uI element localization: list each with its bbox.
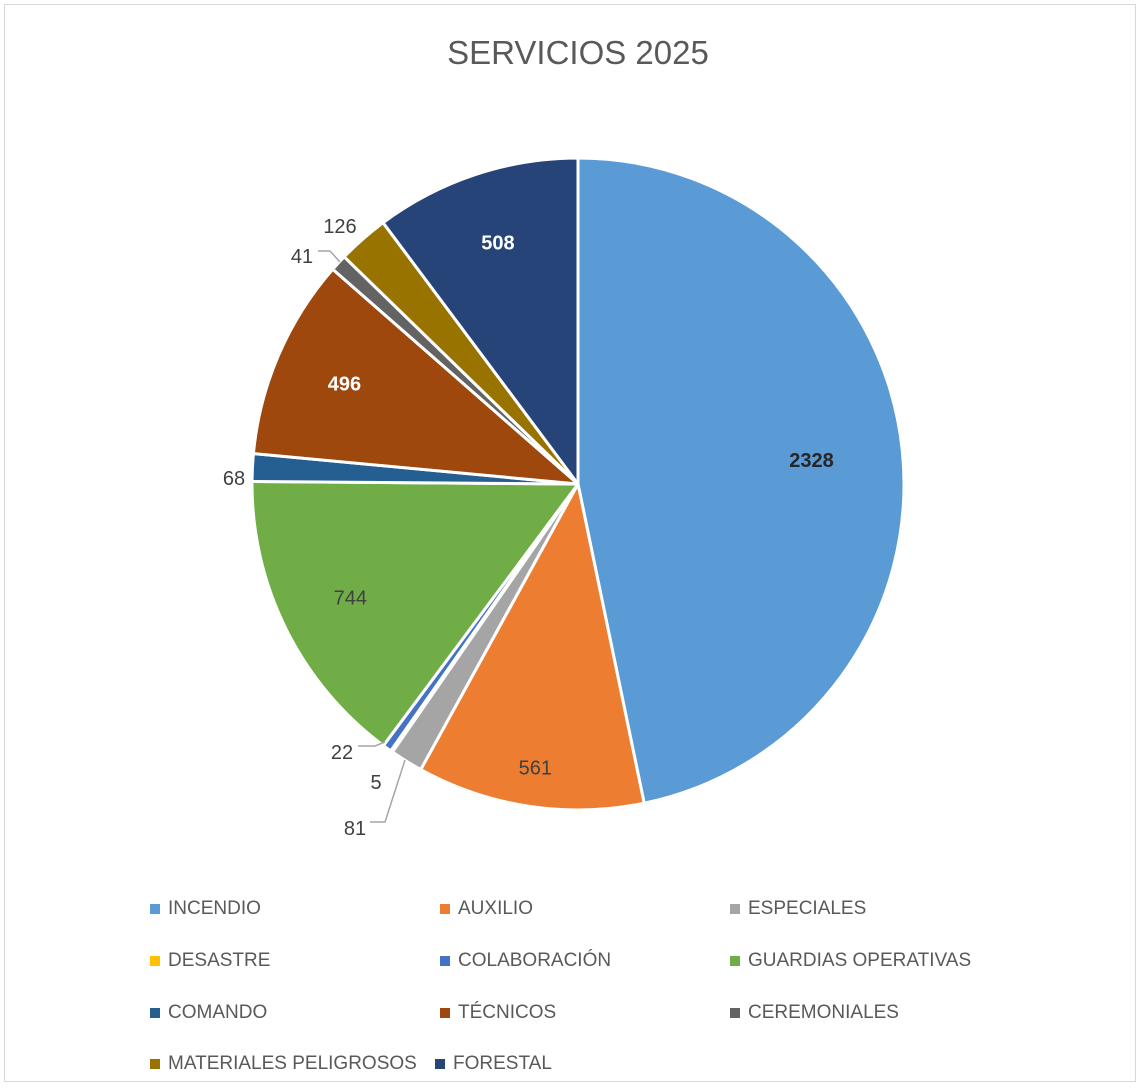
legend-item-auxilio: AUXILIO [440, 898, 533, 920]
legend-item-incendio: INCENDIO [150, 898, 261, 920]
legend-item-ceremoniales: CEREMONIALES [730, 1002, 899, 1024]
legend-item-guardias-operativas: GUARDIAS OPERATIVAS [730, 950, 971, 972]
legend-swatch [150, 904, 160, 914]
legend-item-forestal: FORESTAL [435, 1053, 552, 1075]
legend-item-t-cnicos: TÉCNICOS [440, 1002, 556, 1024]
chart-title: SERVICIOS 2025 [447, 34, 709, 71]
data-label-t-cnicos: 496 [328, 374, 361, 396]
legend-swatch [440, 904, 450, 914]
data-label-especiales: 81 [344, 818, 366, 840]
data-label-desastre: 5 [370, 772, 381, 794]
legend-swatch [150, 956, 160, 966]
legend-label: ESPECIALES [748, 898, 867, 919]
data-label-materiales-peligrosos: 126 [323, 216, 356, 238]
legend-swatch [150, 1059, 160, 1069]
legend-label: COLABORACIÓN [458, 950, 612, 971]
legend-swatch [435, 1059, 445, 1069]
data-label-forestal: 508 [481, 233, 514, 255]
slice-guardias-operativas [250, 480, 580, 748]
leader-line-especiales [370, 759, 406, 823]
data-label-ceremoniales: 41 [291, 246, 313, 268]
legend-swatch [150, 1008, 160, 1018]
data-labels: 2328 561 81 5 22 744 68 496 41 126 508 [223, 216, 834, 840]
legend-label: INCENDIO [168, 898, 261, 919]
slice-auxilio [419, 482, 646, 812]
data-label-auxilio: 561 [519, 758, 552, 780]
legend-swatch [730, 1008, 740, 1018]
legend-item-comando: COMANDO [150, 1002, 267, 1024]
pie-slices [250, 156, 906, 812]
legend-label: DESASTRE [168, 950, 271, 971]
legend-item-desastre: DESASTRE [150, 950, 270, 972]
slice-t-cnicos [251, 267, 580, 486]
legend-item-materiales-peligrosos: MATERIALES PELIGROSOS [150, 1053, 417, 1075]
legend-swatch [730, 956, 740, 966]
leader-line-ceremoniales [318, 250, 341, 263]
leader-line-colaboraci-n [358, 741, 386, 747]
legend-label: AUXILIO [458, 898, 533, 919]
legend-item-especiales: ESPECIALES [730, 898, 866, 920]
legend-label: GUARDIAS OPERATIVAS [748, 950, 972, 971]
legend-swatch [440, 956, 450, 966]
slice-forestal [381, 156, 580, 486]
legend-swatch [440, 1008, 450, 1018]
data-label-comando: 68 [223, 468, 245, 490]
data-label-incendio: 2328 [789, 450, 834, 472]
legend-swatch [730, 904, 740, 914]
legend-label: MATERIALES PELIGROSOS [168, 1053, 417, 1074]
legend-label: COMANDO [168, 1002, 268, 1023]
data-label-colaboraci-n: 22 [331, 742, 353, 764]
slice-incendio [576, 156, 906, 805]
data-label-guardias-operativas: 744 [334, 587, 367, 609]
legend-label: CEREMONIALES [748, 1002, 899, 1023]
legend-item-colaboraci-n: COLABORACIÓN [440, 950, 611, 972]
leader-lines [318, 250, 406, 823]
legend-label: TÉCNICOS [458, 1002, 557, 1023]
legend-label: FORESTAL [453, 1053, 552, 1074]
